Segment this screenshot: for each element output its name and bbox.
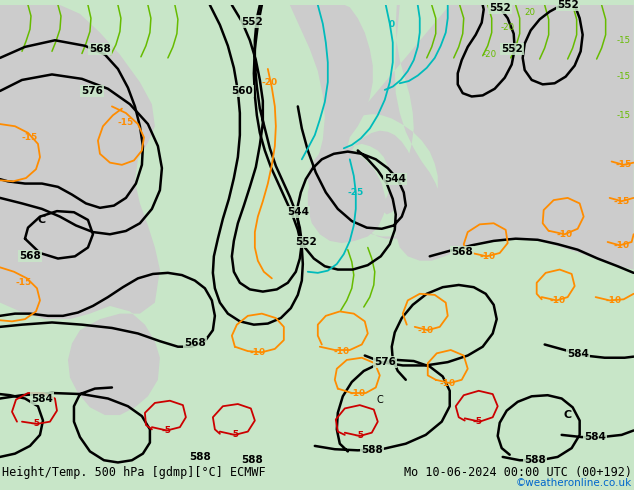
Text: 552: 552 xyxy=(241,17,262,26)
Text: -15: -15 xyxy=(617,111,631,120)
Text: -15: -15 xyxy=(22,133,38,142)
Text: -10: -10 xyxy=(614,241,630,250)
Text: -10: -10 xyxy=(439,379,456,388)
Polygon shape xyxy=(334,5,633,270)
Text: 568: 568 xyxy=(19,251,41,261)
Text: 584: 584 xyxy=(31,393,53,403)
Text: -20: -20 xyxy=(262,77,278,87)
Text: -10: -10 xyxy=(550,296,566,305)
Text: -10: -10 xyxy=(250,348,266,357)
Text: 584: 584 xyxy=(584,432,605,442)
Text: C: C xyxy=(377,394,383,405)
Text: 544: 544 xyxy=(287,207,309,217)
Text: -10: -10 xyxy=(480,252,496,261)
Polygon shape xyxy=(290,5,385,243)
Text: 552: 552 xyxy=(489,3,510,13)
Text: -15: -15 xyxy=(617,72,631,81)
Text: -15: -15 xyxy=(614,196,630,206)
Text: 588: 588 xyxy=(361,445,383,455)
Text: -5: -5 xyxy=(31,419,41,428)
Text: 568: 568 xyxy=(184,339,206,348)
Text: -25: -25 xyxy=(347,188,364,197)
Text: Height/Temp. 500 hPa [gdmp][°C] ECMWF: Height/Temp. 500 hPa [gdmp][°C] ECMWF xyxy=(2,466,266,479)
Text: ©weatheronline.co.uk: ©weatheronline.co.uk xyxy=(515,478,631,488)
Text: 588: 588 xyxy=(524,455,546,465)
Text: -10: -10 xyxy=(333,346,350,356)
Text: -10: -10 xyxy=(605,296,622,305)
Text: 588: 588 xyxy=(189,452,210,462)
Text: -20: -20 xyxy=(482,50,497,59)
Text: 560: 560 xyxy=(231,86,253,96)
Polygon shape xyxy=(300,325,558,406)
Polygon shape xyxy=(0,5,160,415)
Text: -15: -15 xyxy=(16,278,32,287)
Text: -10: -10 xyxy=(418,326,434,335)
Text: C: C xyxy=(38,215,46,225)
Text: 576: 576 xyxy=(81,86,103,96)
Text: 568: 568 xyxy=(451,247,472,257)
Text: -5: -5 xyxy=(162,426,172,435)
Text: 544: 544 xyxy=(384,174,406,184)
Text: C: C xyxy=(564,410,572,420)
Text: -10: -10 xyxy=(557,230,573,239)
Text: Mo 10-06-2024 00:00 UTC (00+192): Mo 10-06-2024 00:00 UTC (00+192) xyxy=(404,466,631,479)
Text: -10: -10 xyxy=(350,389,366,397)
Text: -5: -5 xyxy=(473,417,482,426)
Text: 552: 552 xyxy=(295,237,317,247)
Text: 552: 552 xyxy=(501,44,522,54)
Text: -20: -20 xyxy=(501,23,515,31)
Text: -15: -15 xyxy=(616,160,631,170)
Text: -15: -15 xyxy=(118,119,134,127)
Text: 552: 552 xyxy=(557,0,579,10)
Text: -5: -5 xyxy=(355,432,365,441)
Polygon shape xyxy=(488,294,558,327)
Text: -15: -15 xyxy=(617,36,631,45)
Text: 588: 588 xyxy=(241,455,262,465)
Text: 584: 584 xyxy=(567,349,588,360)
Text: 0: 0 xyxy=(389,21,395,29)
Text: 568: 568 xyxy=(89,44,111,54)
Text: -5: -5 xyxy=(230,430,240,440)
Text: 20: 20 xyxy=(524,8,535,17)
Text: 576: 576 xyxy=(374,357,396,367)
